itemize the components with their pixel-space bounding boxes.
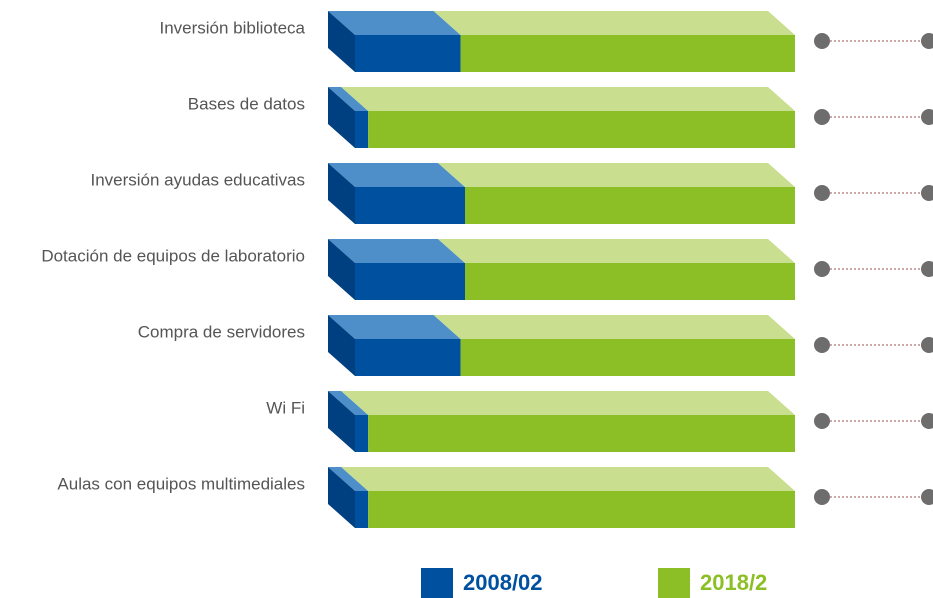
bar (368, 415, 795, 452)
dot (921, 489, 933, 505)
bar-top (328, 87, 369, 111)
dot (814, 109, 830, 125)
legend-swatch (658, 568, 690, 598)
bar-top (341, 391, 795, 415)
bar-top (328, 239, 465, 263)
category-label: Inversión ayudas educativas (90, 170, 305, 189)
category-label: Aulas con equipos multimediales (57, 474, 305, 493)
dot (921, 109, 933, 125)
dot (921, 33, 933, 49)
category-label: Wi Fi (266, 398, 305, 417)
bar-top (341, 87, 795, 111)
dot (921, 337, 933, 353)
bar (355, 35, 461, 72)
dot (814, 337, 830, 353)
legend-swatch (421, 568, 453, 598)
bar-side (328, 163, 355, 224)
legend-label: 2018/2 (700, 570, 767, 595)
bar-top (328, 391, 369, 415)
bar-side (328, 87, 355, 148)
category-label: Compra de servidores (138, 322, 305, 341)
bar-top (328, 11, 461, 35)
bar (355, 415, 369, 452)
bar-side (328, 239, 355, 300)
dot (921, 261, 933, 277)
dot (921, 185, 933, 201)
dot (814, 489, 830, 505)
bar (355, 111, 369, 148)
dot (814, 413, 830, 429)
category-label: Dotación de equipos de laboratorio (41, 246, 305, 265)
bar-top (328, 163, 465, 187)
bar-side (328, 391, 355, 452)
dot (814, 33, 830, 49)
bar-top (433, 315, 795, 339)
bar (355, 491, 369, 528)
bar (355, 263, 465, 300)
bar-top (438, 239, 795, 263)
bar-top (341, 467, 795, 491)
dot (921, 413, 933, 429)
legend-label: 2008/02 (463, 570, 543, 595)
bar (465, 187, 795, 224)
category-label: Inversión biblioteca (159, 18, 305, 37)
bar-top (433, 11, 795, 35)
bar-side (328, 467, 355, 528)
bar (465, 263, 795, 300)
bar-top (328, 315, 461, 339)
bar-top (328, 467, 369, 491)
dot (814, 185, 830, 201)
bar-side (328, 315, 355, 376)
bar (368, 491, 795, 528)
bar (460, 35, 795, 72)
category-label: Bases de datos (188, 94, 305, 113)
bar (355, 187, 465, 224)
bar-side (328, 11, 355, 72)
dot (814, 261, 830, 277)
bar (355, 339, 461, 376)
bar (368, 111, 795, 148)
bar (460, 339, 795, 376)
bar-top (438, 163, 795, 187)
